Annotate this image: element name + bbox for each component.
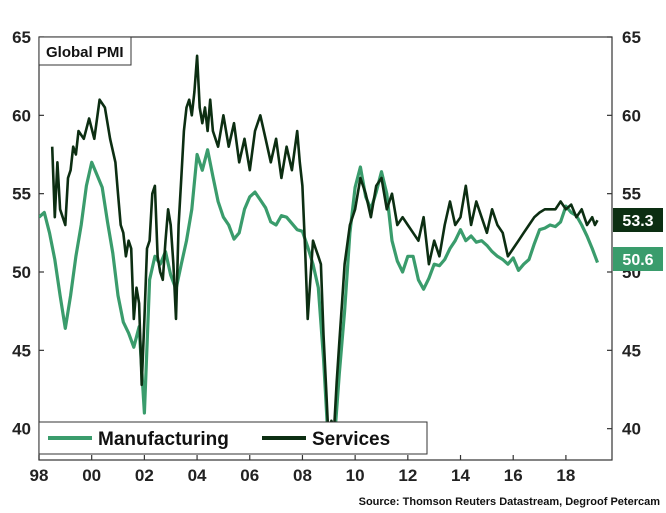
chart-title: Global PMI: [46, 44, 124, 61]
y-tick-label-right: 55: [622, 185, 641, 204]
y-tick-label-right: 65: [622, 28, 641, 47]
end-label-services-text: 53.3: [622, 213, 653, 230]
x-axis: 98 00 02 04 06 08 10 12 14 16 18: [30, 455, 575, 485]
series-lines: [39, 54, 599, 454]
x-tick-label: 16: [504, 466, 523, 485]
end-label-manufacturing: 50.6: [613, 247, 663, 271]
end-label-services: 53.3: [613, 208, 663, 232]
x-tick-label: 06: [240, 466, 259, 485]
x-tick-label: 02: [135, 466, 154, 485]
chart-title-box: Global PMI: [38, 36, 132, 66]
x-tick-label: 14: [451, 466, 470, 485]
end-label-manufacturing-text: 50.6: [622, 252, 653, 269]
x-tick-label: 04: [188, 466, 207, 485]
x-tick-label: 12: [398, 466, 417, 485]
x-tick-label: 18: [556, 466, 575, 485]
y-tick-label-left: 60: [12, 106, 31, 125]
legend-label-manufacturing: Manufacturing: [98, 429, 229, 450]
y-tick-label-right: 60: [622, 106, 641, 125]
y-tick-label-right: 45: [622, 341, 641, 360]
legend: Manufacturing Services: [38, 421, 428, 455]
x-tick-label: 10: [346, 466, 365, 485]
x-tick-label: 00: [82, 466, 101, 485]
plot-frame: [38, 36, 613, 461]
y-tick-label-left: 40: [12, 420, 31, 439]
manufacturing-line: [39, 148, 599, 454]
x-tick-label: 98: [30, 466, 49, 485]
left-axis: 40 45 50 55 60 65: [12, 28, 44, 439]
y-tick-label-right: 40: [622, 420, 641, 439]
y-tick-label-left: 50: [12, 263, 31, 282]
source-note: Source: Thomson Reuters Datastream, Degr…: [358, 496, 660, 508]
y-tick-label-left: 65: [12, 28, 31, 47]
services-line: [50, 54, 599, 446]
y-tick-label-left: 55: [12, 185, 31, 204]
x-tick-label: 08: [293, 466, 312, 485]
y-tick-label-left: 45: [12, 341, 31, 360]
legend-box: [38, 421, 428, 455]
legend-label-services: Services: [312, 429, 390, 450]
